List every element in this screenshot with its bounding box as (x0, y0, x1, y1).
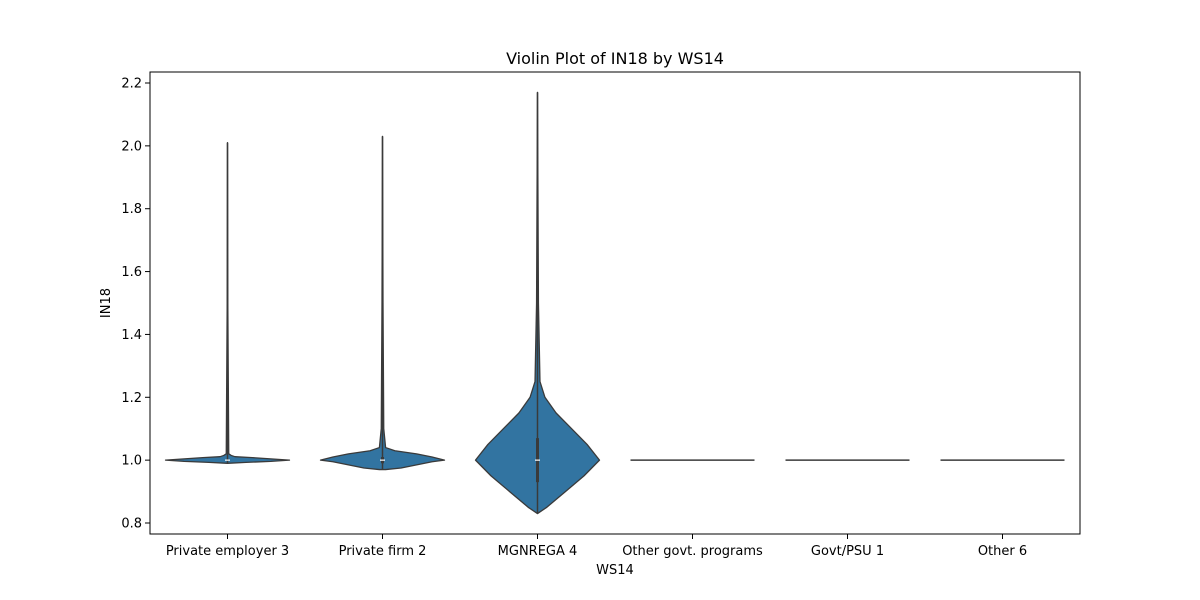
violins-layer (164, 91, 1065, 515)
violin-private-employer-3 (164, 142, 291, 464)
y-axis-label: IN18 (99, 288, 114, 318)
y-tick-label: 1.6 (121, 265, 142, 280)
y-tick-label: 1.8 (121, 202, 142, 217)
plot-frame (149, 71, 1081, 535)
x-tick-label: Private firm 2 (339, 544, 427, 559)
y-tick-label: 2.2 (121, 77, 142, 92)
x-tick-label: Govt/PSU 1 (811, 544, 884, 559)
x-tick-label: MGNREGA 4 (498, 544, 578, 559)
y-tick-label: 1.2 (121, 391, 142, 406)
y-axis: 0.8 1.0 1.2 1.4 1.6 1.8 2.0 2.2 (121, 77, 150, 532)
y-tick-label: 1.4 (121, 328, 142, 343)
violin-mgnrega-4 (474, 91, 601, 515)
y-tick-label: 1.0 (121, 454, 142, 469)
x-tick-label: Other 6 (978, 544, 1027, 559)
y-tick-label: 2.0 (121, 139, 142, 154)
x-tick-label: Private employer 3 (166, 544, 289, 559)
x-tick-label: Other govt. programs (622, 544, 763, 559)
violin-private-firm-2 (319, 135, 446, 471)
chart-title: Violin Plot of IN18 by WS14 (506, 49, 724, 68)
y-tick-label: 0.8 (121, 517, 142, 532)
x-axis: Private employer 3 Private firm 2 MGNREGA … (166, 534, 1027, 559)
x-axis-label: WS14 (596, 563, 634, 578)
